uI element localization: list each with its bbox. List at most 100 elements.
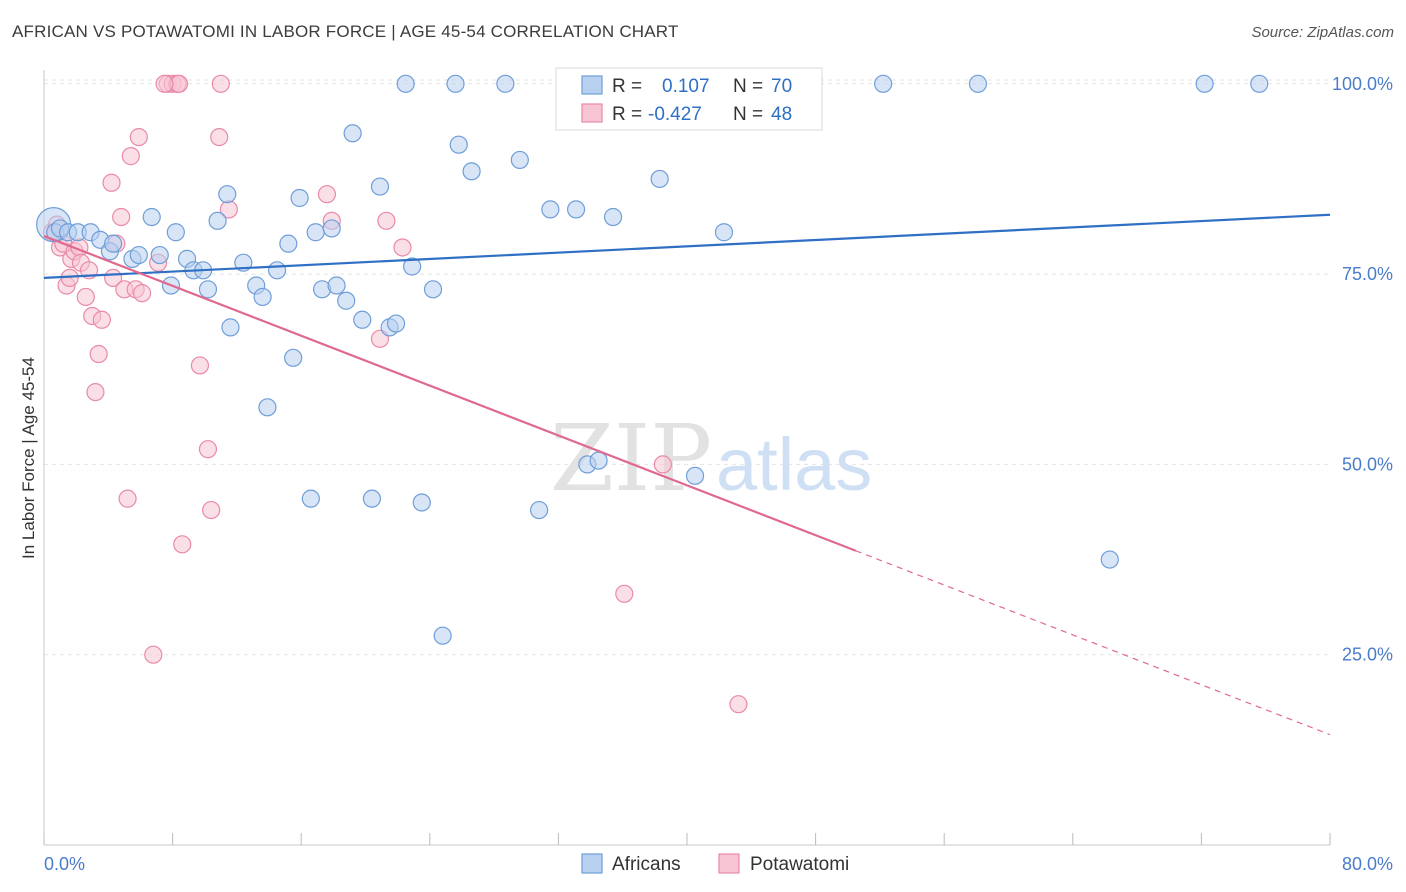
legend-swatch-africans xyxy=(581,75,603,95)
africans-point xyxy=(337,291,356,310)
africans-point xyxy=(322,219,341,238)
potawatomi-point xyxy=(112,207,131,227)
potawatomi-point xyxy=(102,173,121,192)
africans-point xyxy=(433,626,452,645)
africans-point xyxy=(1250,74,1269,93)
potawatomi-point xyxy=(198,440,218,459)
africans-point xyxy=(386,314,406,333)
potawatomi-points xyxy=(42,74,748,714)
potawatomi-trend-line-extrapolated xyxy=(855,550,1331,736)
potawatomi-point xyxy=(729,695,748,714)
legend-r-label-africans: R = xyxy=(612,76,642,97)
bottom-legend-label-africans: Africans xyxy=(612,854,681,875)
potawatomi-point xyxy=(653,455,672,474)
africans-point xyxy=(166,223,185,242)
africans-point xyxy=(306,223,325,242)
africans-point xyxy=(541,200,560,219)
bottom-legend-label-potawatomi: Potawatomi xyxy=(750,854,849,875)
africans-point xyxy=(370,177,390,196)
africans-point xyxy=(267,261,287,280)
chart-source: Source: ZipAtlas.com xyxy=(1251,24,1394,41)
africans-trend-line xyxy=(43,213,1331,280)
legend-n-label-potawatomi: N = xyxy=(733,104,763,125)
africans-point xyxy=(412,493,431,512)
legend-n-value-potawatomi: 48 xyxy=(771,104,792,125)
legend-swatch-potawatomi xyxy=(581,103,603,123)
y-tick-label: 25.0% xyxy=(1342,645,1393,665)
africans-point xyxy=(403,257,422,276)
africans-point xyxy=(589,451,608,470)
x-ticks xyxy=(43,833,1331,845)
africans-point xyxy=(650,169,669,189)
potawatomi-point xyxy=(118,489,137,508)
potawatomi-point xyxy=(173,535,192,554)
potawatomi-point xyxy=(132,284,152,303)
watermark-zip: ZIP xyxy=(550,405,712,512)
watermark-atlas: atlas xyxy=(716,423,872,506)
potawatomi-point xyxy=(377,211,396,230)
africans-point xyxy=(396,74,415,93)
africans-point xyxy=(327,276,346,295)
africans-point xyxy=(685,466,705,485)
africans-point xyxy=(104,234,123,253)
y-tick-labels: 25.0% 50.0% 75.0% 100.0% xyxy=(1332,74,1393,665)
trend-lines xyxy=(43,213,1331,736)
africans-point xyxy=(150,245,169,265)
bottom-legend-swatch-africans xyxy=(581,853,603,874)
africans-point xyxy=(462,162,481,181)
africans-point xyxy=(198,280,218,299)
africans-point xyxy=(301,489,320,508)
africans-point xyxy=(142,207,161,227)
bottom-legend-swatch-potawatomi xyxy=(718,853,740,874)
y-axis-label: In Labor Force | Age 45-54 xyxy=(19,357,38,559)
y-tick-label: 75.0% xyxy=(1342,264,1393,284)
africans-point xyxy=(530,500,549,520)
x-tick-label-max: 80.0% xyxy=(1342,854,1393,874)
africans-point xyxy=(449,135,468,154)
africans-point xyxy=(496,74,515,93)
africans-point xyxy=(714,223,734,242)
legend-n-label-africans: N = xyxy=(733,76,763,97)
legend-r-label-potawatomi: R = xyxy=(612,104,642,125)
africans-point xyxy=(284,348,303,367)
potawatomi-point xyxy=(144,645,163,664)
africans-point xyxy=(362,489,382,508)
africans-point xyxy=(221,318,240,337)
y-tick-label: 100.0% xyxy=(1332,74,1393,94)
potawatomi-point xyxy=(76,287,95,307)
africans-point xyxy=(343,124,362,143)
africans-point xyxy=(603,207,623,227)
potawatomi-point xyxy=(317,185,337,204)
africans-point xyxy=(290,188,309,208)
bottom-legend: Africans Potawatomi xyxy=(581,853,849,875)
africans-point xyxy=(423,280,443,299)
potawatomi-point xyxy=(89,344,108,364)
potawatomi-point xyxy=(202,500,221,520)
potawatomi-point xyxy=(393,238,412,257)
potawatomi-point xyxy=(86,382,105,402)
legend-r-value-potawatomi: -0.427 xyxy=(648,104,702,125)
correlation-legend: R = 0.107 N = 70 R = -0.427 N = 48 xyxy=(555,67,823,131)
potawatomi-point xyxy=(190,356,210,375)
africans-point xyxy=(1195,74,1214,93)
africans-point xyxy=(218,185,237,204)
africans-point xyxy=(208,211,227,230)
africans-points xyxy=(36,74,1269,645)
potawatomi-point xyxy=(210,127,229,147)
potawatomi-trend-line xyxy=(43,235,857,552)
africans-point xyxy=(258,398,277,417)
x-tick-labels: 0.0% 80.0% xyxy=(44,854,1393,874)
africans-point xyxy=(1100,550,1119,569)
watermark: ZIP atlas xyxy=(550,405,872,512)
africans-point xyxy=(253,287,272,307)
chart-title: AFRICAN VS POTAWATOMI IN LABOR FORCE | A… xyxy=(12,22,679,41)
africans-point xyxy=(510,150,529,170)
legend-n-value-africans: 70 xyxy=(771,76,792,97)
potawatomi-point xyxy=(92,310,111,329)
legend-r-value-africans: 0.107 xyxy=(662,76,710,97)
y-tick-label: 50.0% xyxy=(1342,454,1393,474)
grid-lines xyxy=(44,79,1330,656)
potawatomi-point xyxy=(121,147,140,166)
africans-point xyxy=(279,234,298,253)
